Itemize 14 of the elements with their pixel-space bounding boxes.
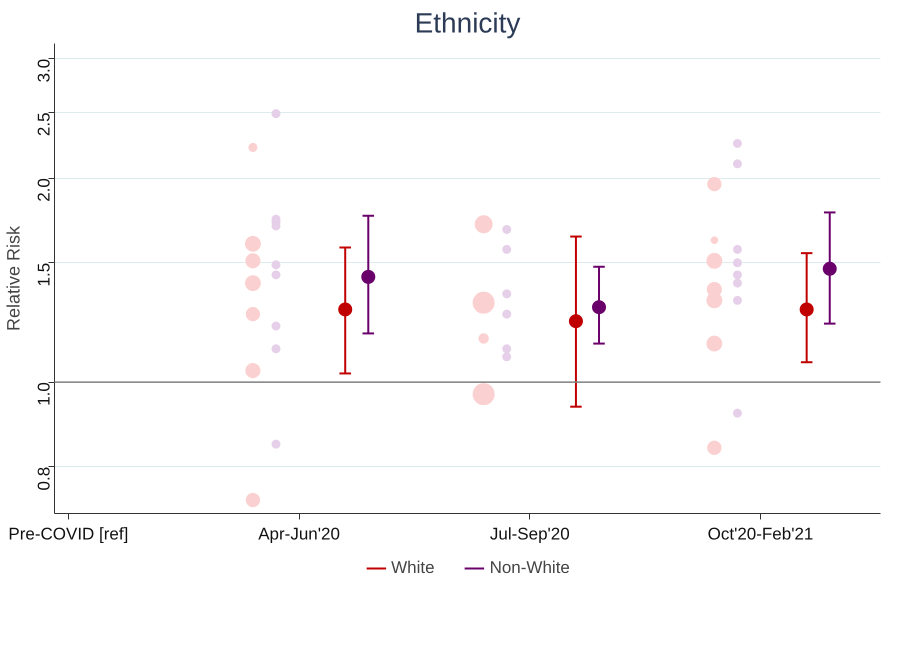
x-tick-label: Apr-Jun'20 [258, 524, 340, 544]
y-tick-label: 1.5 [34, 262, 54, 286]
y-tick-label: 2.5 [34, 112, 54, 136]
y-tick-label: 0.8 [34, 466, 54, 490]
legend-label: White [391, 558, 435, 578]
y-tick-label: 2.0 [34, 178, 54, 202]
chart-title: Ethnicity [414, 8, 520, 38]
legend-label: Non-White [490, 558, 570, 578]
x-tick-label: Jul-Sep'20 [490, 524, 570, 544]
x-tick-label: Pre-COVID [ref] [8, 524, 128, 544]
x-tick-label: Oct'20-Feb'21 [708, 524, 814, 544]
y-tick-label: 3.0 [34, 58, 54, 82]
y-tick-label: 1.0 [34, 382, 54, 406]
y-axis-title: Relative Risk [4, 224, 24, 332]
